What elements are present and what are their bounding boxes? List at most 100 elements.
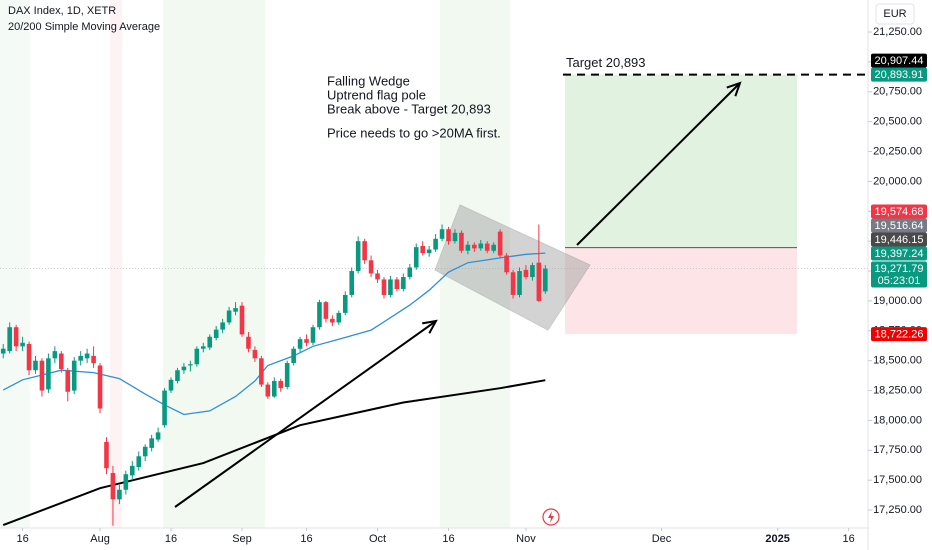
- candle-body: [20, 342, 25, 347]
- y-tick-label: 18,250.00: [873, 384, 922, 396]
- candle-body: [155, 432, 161, 440]
- price-badge: [871, 218, 927, 233]
- y-tick-label: 20,250.00: [873, 145, 922, 157]
- y-tick-label: 19,000.00: [873, 295, 922, 307]
- candle-body: [136, 456, 142, 468]
- moving-average: [2, 252, 546, 416]
- price-badge: [871, 53, 927, 68]
- candle-body: [91, 355, 96, 364]
- x-tick-label: Dec: [652, 533, 672, 545]
- price-badge-label: 20,907.44: [875, 55, 924, 67]
- candle-body: [336, 312, 342, 323]
- annotation: Uptrend flag pole: [327, 87, 426, 102]
- candle-body: [149, 438, 154, 448]
- x-tick-label: 16: [300, 533, 312, 545]
- session-band: [110, 0, 122, 528]
- event-icon-bolt: [548, 511, 554, 523]
- plot-area: Target 20,893: [0, 55, 868, 527]
- candle-body: [465, 244, 471, 251]
- candle-body: [543, 268, 548, 292]
- candle-body: [375, 273, 380, 280]
- session-band: [0, 0, 30, 528]
- candle-body: [484, 243, 490, 251]
- candle-body: [233, 308, 238, 312]
- price-badge: [871, 204, 927, 219]
- candle-body: [7, 327, 12, 352]
- candle-body: [59, 353, 64, 370]
- candle-body: [478, 243, 484, 249]
- candle-body: [265, 384, 271, 397]
- candle-body: [342, 294, 348, 313]
- candle-body: [46, 358, 51, 390]
- price-badge-label: 20,893.91: [875, 69, 924, 81]
- candle-body: [510, 272, 516, 295]
- candle-body: [362, 241, 367, 261]
- candle-body: [246, 336, 251, 349]
- x-tick-label: 16: [843, 533, 855, 545]
- candle-body: [78, 355, 83, 361]
- annotation: Break above - Target 20,893: [327, 101, 491, 116]
- countdown: 05:23:01: [878, 275, 921, 287]
- candle-body: [304, 339, 309, 343]
- candle-body: [117, 489, 122, 500]
- price-badge-label: 19,271.79: [875, 263, 924, 275]
- x-tick-label: 16: [442, 533, 454, 545]
- arrow-head: [726, 81, 742, 97]
- candle-body: [446, 229, 451, 242]
- candle-body: [181, 366, 187, 371]
- x-tick-label: 2025: [765, 533, 789, 545]
- candle-body: [200, 346, 206, 349]
- candle-body: [355, 241, 361, 272]
- candle-body: [104, 441, 109, 469]
- stop-zone: [565, 247, 797, 335]
- candle-body: [530, 265, 535, 278]
- price-badge-label: 18,722.26: [875, 329, 924, 341]
- candle-body: [162, 390, 167, 426]
- price-badge-label: 19,397.24: [875, 248, 924, 260]
- candle-body: [213, 329, 219, 338]
- candle-body: [252, 349, 258, 359]
- candle-body: [33, 360, 38, 371]
- candle-body: [323, 302, 329, 319]
- price-badge-label: 19,446.15: [875, 234, 924, 246]
- candle-body: [381, 279, 387, 295]
- candle-body: [110, 473, 116, 500]
- price-badge: [871, 67, 927, 82]
- candle-body: [239, 305, 245, 335]
- candle-body: [433, 238, 438, 250]
- y-tick-label: 20,750.00: [873, 86, 922, 98]
- candle-body: [472, 244, 477, 249]
- candle-body: [129, 465, 135, 476]
- candle-body: [407, 267, 413, 278]
- candle-body: [420, 245, 426, 254]
- candle-body: [13, 327, 19, 347]
- x-tick-label: 16: [165, 533, 177, 545]
- candle-body: [52, 351, 58, 359]
- moving-average: [2, 379, 546, 527]
- candle-body: [497, 231, 503, 256]
- candle-body: [259, 358, 264, 385]
- session-band: [163, 0, 265, 528]
- currency[interactable]: EUR: [883, 8, 906, 20]
- candle-body: [368, 260, 374, 274]
- annotation: Falling Wedge: [327, 73, 410, 88]
- x-tick-label: Sep: [232, 533, 252, 545]
- candle-body: [0, 348, 6, 354]
- candle-body: [142, 446, 148, 457]
- candle-body: [123, 474, 129, 490]
- candle-body: [459, 232, 464, 251]
- candle-body: [71, 360, 77, 391]
- candle-body: [291, 348, 296, 364]
- candle-body: [39, 360, 45, 391]
- arrow: [174, 320, 437, 508]
- candle-body: [194, 348, 200, 365]
- x-tick-label: Oct: [369, 533, 386, 545]
- candle-body: [523, 269, 529, 278]
- candle-body: [26, 343, 32, 371]
- currency-box[interactable]: [875, 3, 915, 25]
- y-tick-label: 17,500.00: [873, 474, 922, 486]
- candle-body: [517, 271, 522, 295]
- candle-body: [413, 247, 419, 268]
- price-badge-label: 19,574.68: [875, 206, 924, 218]
